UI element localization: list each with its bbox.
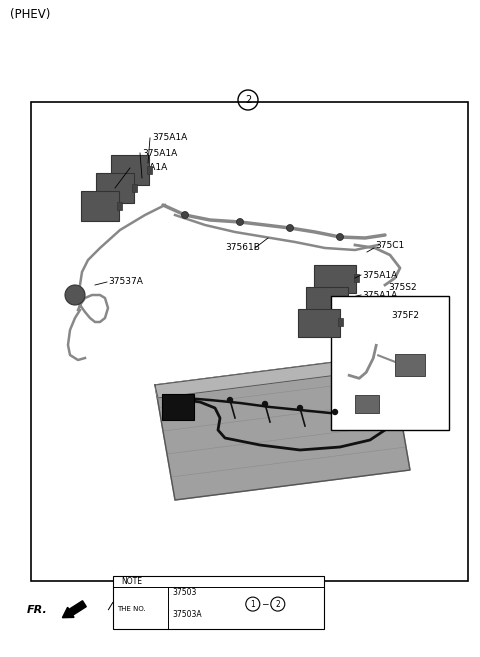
FancyBboxPatch shape <box>306 287 348 315</box>
Bar <box>132 184 137 192</box>
Text: 1: 1 <box>251 600 255 608</box>
FancyBboxPatch shape <box>395 354 425 376</box>
Bar <box>338 318 343 326</box>
Text: FR.: FR. <box>26 604 47 615</box>
Circle shape <box>263 401 267 407</box>
Text: 375S2: 375S2 <box>388 284 417 292</box>
Polygon shape <box>155 355 410 500</box>
Text: 375C1: 375C1 <box>375 240 404 250</box>
Text: 37503: 37503 <box>173 588 197 597</box>
Bar <box>113 576 324 629</box>
Circle shape <box>237 219 243 225</box>
Circle shape <box>298 405 302 411</box>
FancyBboxPatch shape <box>81 191 119 221</box>
Circle shape <box>181 212 189 219</box>
Text: 2: 2 <box>276 600 280 608</box>
Text: 375A1A: 375A1A <box>362 290 397 300</box>
Text: 375A1A: 375A1A <box>152 133 187 143</box>
Text: THE NO.: THE NO. <box>117 606 145 612</box>
Text: 37537A: 37537A <box>108 277 143 286</box>
Text: 375A1A: 375A1A <box>353 313 388 323</box>
Text: 375A1A: 375A1A <box>142 148 177 158</box>
Bar <box>117 202 122 210</box>
FancyBboxPatch shape <box>162 394 194 420</box>
Text: 375F2: 375F2 <box>391 311 419 320</box>
Circle shape <box>333 409 337 415</box>
Bar <box>331 296 449 430</box>
Polygon shape <box>155 355 392 398</box>
Circle shape <box>228 397 232 403</box>
Text: −: − <box>261 600 268 608</box>
FancyArrow shape <box>62 600 86 618</box>
FancyBboxPatch shape <box>298 309 340 337</box>
Bar <box>147 166 152 174</box>
FancyBboxPatch shape <box>314 265 356 293</box>
Text: (PHEV): (PHEV) <box>10 8 50 21</box>
Circle shape <box>65 285 85 305</box>
Bar <box>354 274 359 282</box>
Text: 37503A: 37503A <box>173 610 203 619</box>
Text: 375A1A: 375A1A <box>132 164 167 173</box>
FancyBboxPatch shape <box>111 155 149 185</box>
FancyBboxPatch shape <box>355 396 379 413</box>
FancyBboxPatch shape <box>96 173 134 203</box>
Text: NOTE: NOTE <box>121 577 142 585</box>
Circle shape <box>287 225 293 231</box>
Circle shape <box>336 233 344 240</box>
Text: 375A1A: 375A1A <box>362 271 397 279</box>
Text: 2: 2 <box>245 95 251 105</box>
Text: 37561B: 37561B <box>225 244 260 252</box>
Bar <box>31 102 468 581</box>
Bar <box>346 296 351 304</box>
